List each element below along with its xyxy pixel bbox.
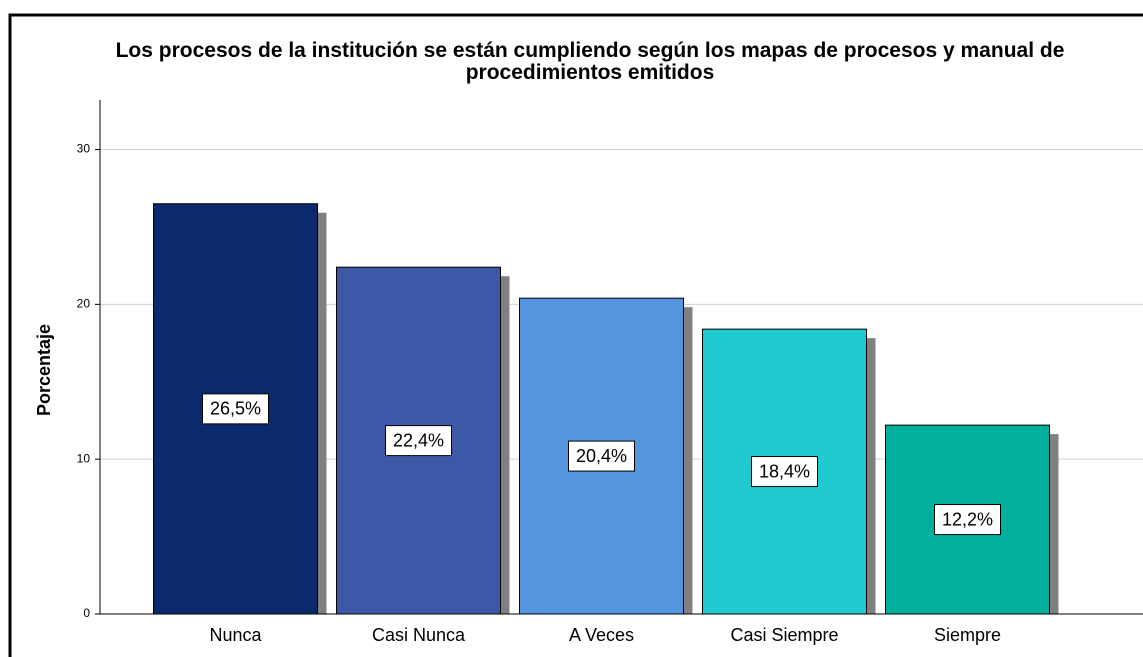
value-label: 12,2% xyxy=(942,509,993,529)
value-label-box xyxy=(202,393,269,425)
value-label: 22,4% xyxy=(393,430,444,450)
value-label: 26,5% xyxy=(210,399,261,419)
value-label-box xyxy=(751,456,818,488)
x-tick-label: A Veces xyxy=(569,625,634,645)
chart-title: Los procesos de la institución se están … xyxy=(115,39,1065,84)
value-label: 20,4% xyxy=(576,446,627,466)
x-tick-label: Casi Nunca xyxy=(372,625,466,645)
x-tick-label: Siempre xyxy=(934,625,1001,645)
value-label: 18,4% xyxy=(759,461,810,481)
y-tick-label: 30 xyxy=(77,142,91,156)
value-label-box xyxy=(568,440,635,472)
frame xyxy=(8,13,1143,657)
value-label-box xyxy=(934,504,1001,536)
y-tick-label: 10 xyxy=(77,451,91,465)
y-tick-label: 0 xyxy=(83,606,90,620)
value-label-box xyxy=(385,425,452,457)
x-tick-label: Nunca xyxy=(209,625,262,645)
y-tick-label: 20 xyxy=(77,297,91,311)
y-axis-label: Porcentaje xyxy=(34,324,54,416)
x-tick-label: Casi Siempre xyxy=(730,625,838,645)
